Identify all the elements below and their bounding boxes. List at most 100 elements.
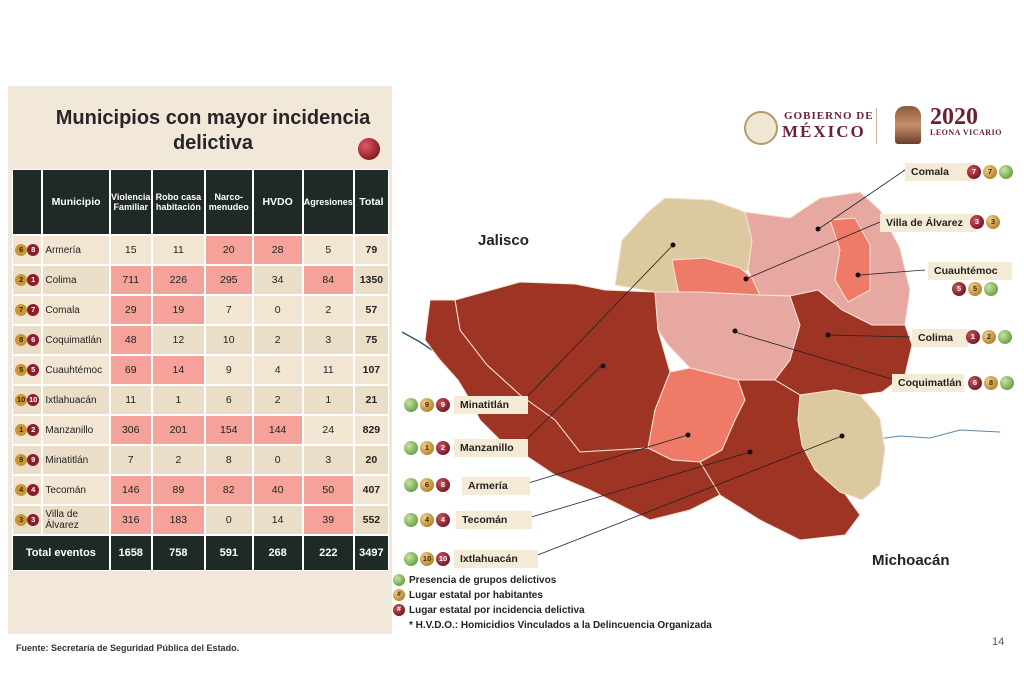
leader-manzanillo [519, 364, 603, 447]
hvdo-cell: 40 [252, 475, 303, 505]
hab-rank-ball: 2 [982, 330, 996, 344]
city-dot-minatitlan [670, 242, 676, 248]
vf-cell: 69 [109, 355, 152, 385]
logo-divider [876, 108, 877, 144]
rc-cell: 89 [151, 475, 206, 505]
nm-cell: 9 [205, 355, 253, 385]
vf-cell: 48 [109, 325, 152, 355]
inc-rank-ball: 5 [952, 282, 966, 296]
sea-line [401, 331, 433, 351]
green-ball-icon [393, 574, 405, 586]
inc-rank-ball: 6 [968, 376, 982, 390]
map-legend: Presencia de grupos delictivos # Lugar es… [393, 574, 712, 634]
inc-rank-badge: 3 [27, 514, 40, 527]
tag-label: Tecomán [462, 514, 508, 526]
total-rc: 758 [151, 535, 206, 571]
leader-colima [827, 334, 911, 338]
label-jalisco: Jalisco [478, 232, 529, 249]
vf-cell: 146 [109, 475, 152, 505]
ag-cell: 5 [302, 235, 354, 265]
incidence-table: Municipio Violencia Familiar Robo casa h… [12, 169, 389, 571]
source-note: Fuente: Secretaría de Seguridad Pública … [16, 643, 240, 653]
tag-armeria: Armería [462, 477, 530, 495]
hab-rank-badge: 4 [15, 484, 28, 497]
hab-rank-ball: 1 [420, 441, 434, 455]
leader-cuauhtemoc [859, 269, 926, 276]
ag-cell: 84 [302, 265, 354, 295]
nm-cell: 7 [205, 295, 253, 325]
ag-cell: 11 [302, 355, 354, 385]
city-dot-colima [825, 332, 831, 338]
region-coquimatlan [654, 291, 801, 381]
ag-cell: 50 [302, 475, 354, 505]
city-dot-manzanillo [600, 363, 606, 369]
group-presence-ball [404, 513, 418, 527]
hab-rank-badge: 6 [15, 244, 28, 257]
panel-title: Municipios con mayor incidencia delictiv… [55, 107, 371, 154]
logo-name: LEONA VICARIO [930, 128, 1002, 137]
rc-cell: 19 [151, 295, 206, 325]
table-panel: Municipios con mayor incidencia delictiv… [8, 86, 392, 634]
legend-habitantes: # Lugar estatal por habitantes [393, 589, 712, 604]
leader-minatitlan [521, 244, 674, 403]
inc-rank-ball: 10 [436, 552, 450, 566]
header-robo-casa: Robo casa habitación [151, 169, 206, 235]
header-agresiones: Agresiones [302, 169, 354, 235]
group-presence-ball [998, 330, 1012, 344]
inc-rank-ball: 4 [436, 513, 450, 527]
municipio-cell: Armería [42, 235, 110, 265]
inc-rank-ball: 9 [436, 398, 450, 412]
total-sum: 3497 [353, 535, 389, 571]
ag-cell: 39 [302, 505, 354, 535]
vf-cell: 711 [109, 265, 152, 295]
hvdo-cell: 34 [252, 265, 303, 295]
total-cell: 1350 [353, 265, 389, 295]
ag-cell: 3 [302, 445, 354, 475]
hab-rank-badge: 3 [15, 514, 28, 527]
header-narcomenudeo: Narco-menudeo [205, 169, 253, 235]
city-dot-ixtlahuacan [839, 433, 845, 439]
nm-cell: 20 [205, 235, 253, 265]
total-cell: 79 [353, 235, 389, 265]
rc-cell: 183 [151, 505, 206, 535]
inc-rank-ball: 7 [967, 165, 981, 179]
ag-cell: 3 [302, 325, 354, 355]
gold-ball-icon: # [393, 589, 405, 601]
leader-ixtlahuacan [529, 435, 843, 559]
hvdo-cell: 2 [252, 385, 303, 415]
red-ball-icon: # [393, 604, 405, 616]
hab-rank-ball: 4 [420, 513, 434, 527]
tag-minatitlan: Minatitlán [454, 396, 528, 414]
nm-cell: 82 [205, 475, 253, 505]
tag-label: Cuauhtémoc [934, 265, 998, 277]
group-presence-ball [999, 165, 1013, 179]
legend-incidencia: # Lugar estatal por incidencia delictiva [393, 604, 712, 619]
total-hvdo: 268 [252, 535, 303, 571]
tag-colima: Colima [912, 329, 968, 347]
municipio-cell: Villa de Álvarez [42, 505, 110, 535]
hab-rank-ball: 6 [420, 478, 434, 492]
group-presence-ball [404, 398, 418, 412]
hab-rank-badge: 8 [15, 334, 28, 347]
inc-rank-badge: 2 [27, 424, 40, 437]
hab-rank-ball: 8 [984, 376, 998, 390]
vf-cell: 7 [109, 445, 152, 475]
hab-rank-ball: 9 [420, 398, 434, 412]
nm-cell: 8 [205, 445, 253, 475]
header-total: Total [353, 169, 389, 235]
hab-rank-badge: 5 [15, 364, 28, 377]
inc-rank-badge: 8 [27, 244, 40, 257]
municipio-cell: Cuauhtémoc [42, 355, 110, 385]
city-dot-comala [815, 226, 821, 232]
hvdo-cell: 14 [252, 505, 303, 535]
inc-rank-badge: 10 [27, 394, 40, 407]
